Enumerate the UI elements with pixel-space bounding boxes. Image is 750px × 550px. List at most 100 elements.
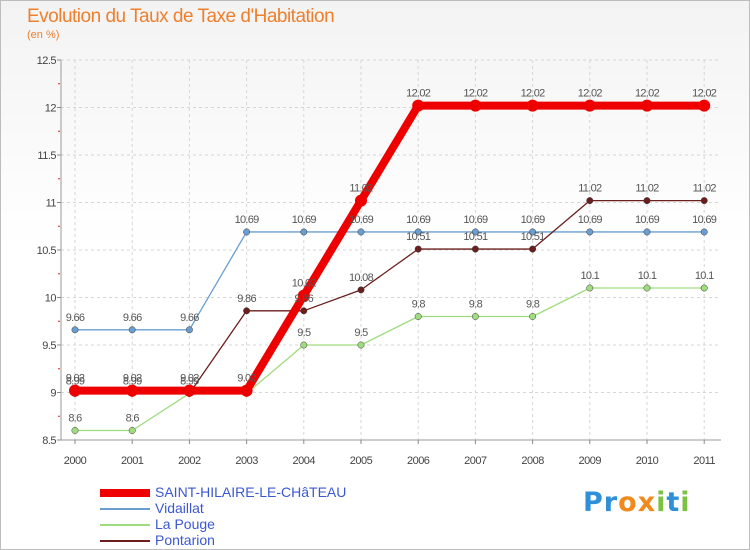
data-point — [529, 313, 537, 320]
data-label: 11.02 — [635, 183, 659, 195]
series-line — [75, 101, 705, 395]
data-point — [297, 289, 310, 302]
data-label: 10.51 — [406, 231, 431, 243]
data-point — [300, 228, 308, 236]
data-point — [240, 384, 253, 397]
x-tick-label: 2005 — [350, 455, 373, 467]
data-label: 9.02 — [180, 373, 199, 385]
data-label: 10.69 — [635, 214, 660, 226]
data-label: 10.69 — [692, 214, 717, 226]
data-point — [185, 326, 193, 334]
x-tick-label: 2000 — [64, 455, 87, 467]
logo-letter: o — [618, 487, 638, 518]
legend-label: Pontarion — [155, 532, 215, 548]
data-point — [700, 228, 708, 236]
data-point — [69, 384, 81, 397]
series-line — [75, 287, 705, 432]
proxiti-logo: Proxiti — [583, 487, 691, 518]
data-point — [698, 99, 711, 112]
data-point — [471, 313, 479, 320]
series-line — [75, 231, 705, 331]
data-label: 10.1 — [695, 270, 714, 282]
data-label: 12.02 — [578, 88, 603, 100]
logo-letter: i — [680, 487, 691, 518]
legend-label: Vidaillat — [155, 500, 204, 516]
data-point — [300, 341, 308, 349]
data-label: 9.02 — [237, 373, 256, 385]
data-point — [643, 228, 651, 236]
data-label: 12.02 — [406, 88, 431, 100]
data-label: 9.86 — [294, 293, 313, 305]
data-label: 10.02 — [292, 278, 317, 290]
logo-letter: P — [583, 487, 604, 518]
x-tick-label: 2011 — [693, 455, 715, 467]
data-point — [586, 197, 594, 205]
x-tick-label: 2002 — [178, 455, 201, 467]
legend-label: La Pouge — [155, 516, 215, 532]
x-tick-label: 2006 — [407, 455, 430, 467]
data-point — [471, 245, 479, 253]
data-point — [355, 194, 367, 207]
logo-letter: t — [666, 487, 681, 518]
x-tick-label: 2010 — [636, 455, 659, 467]
data-label: 10.51 — [521, 231, 546, 243]
data-label: 9.86 — [237, 293, 256, 305]
data-point — [414, 245, 422, 253]
chart-title: Evolution du Taux de Taxe d'Habitation — [27, 6, 335, 27]
data-point — [357, 228, 365, 236]
x-tick-label: 2003 — [235, 455, 258, 467]
data-point — [412, 99, 425, 112]
data-label: 9.8 — [526, 299, 540, 311]
data-point — [526, 99, 539, 112]
data-point — [414, 228, 422, 236]
y-tick-label: 11.5 — [37, 150, 56, 162]
y-tick-label: 11 — [46, 198, 57, 210]
data-label: 10.69 — [292, 214, 317, 226]
logo-letter: i — [656, 487, 667, 518]
data-label: 9.8 — [469, 299, 483, 311]
y-tick-label: 8.5 — [42, 435, 56, 447]
data-point — [641, 99, 653, 112]
data-point — [183, 384, 196, 397]
data-label: 12.02 — [521, 88, 546, 100]
data-label: 10.69 — [521, 214, 546, 226]
logo-letter: x — [637, 487, 657, 518]
data-label: 11.02 — [349, 183, 373, 195]
data-point — [128, 427, 136, 434]
logo-letter: r — [603, 487, 619, 518]
legend-swatch — [100, 508, 150, 510]
data-point — [71, 427, 79, 434]
legend-swatch — [100, 489, 150, 497]
data-label: 9.02 — [66, 373, 85, 385]
data-point — [700, 197, 708, 205]
data-label: 12.02 — [635, 88, 660, 100]
data-label: 10.51 — [463, 231, 488, 243]
data-label: 8.6 — [126, 413, 140, 425]
data-point — [529, 245, 537, 253]
data-label: 8.99 — [123, 375, 142, 387]
data-point — [643, 197, 651, 205]
data-label: 10.69 — [235, 214, 260, 226]
data-point — [357, 341, 365, 349]
data-point — [243, 228, 251, 236]
data-label: 12.02 — [463, 88, 488, 100]
chart-subtitle: (en %) — [27, 29, 60, 41]
data-label: 8.99 — [66, 375, 85, 387]
data-label: 10.69 — [406, 214, 431, 226]
data-point — [128, 326, 136, 334]
legend-swatch — [100, 524, 150, 526]
data-label: 12.02 — [692, 88, 717, 100]
y-tick-label: 10 — [45, 293, 57, 305]
data-point — [469, 99, 482, 112]
data-point — [126, 384, 139, 397]
x-tick-label: 2007 — [464, 455, 487, 467]
data-label: 9.66 — [66, 312, 85, 324]
legend-label: SAINT-HILAIRE-LE-CHâTEAU — [155, 484, 347, 500]
y-tick-label: 9 — [50, 388, 56, 400]
data-label: 11.02 — [693, 183, 717, 195]
data-label: 9.5 — [297, 327, 311, 339]
x-tick-label: 2009 — [579, 455, 602, 467]
data-point — [471, 228, 479, 236]
data-label: 8.99 — [180, 375, 199, 387]
